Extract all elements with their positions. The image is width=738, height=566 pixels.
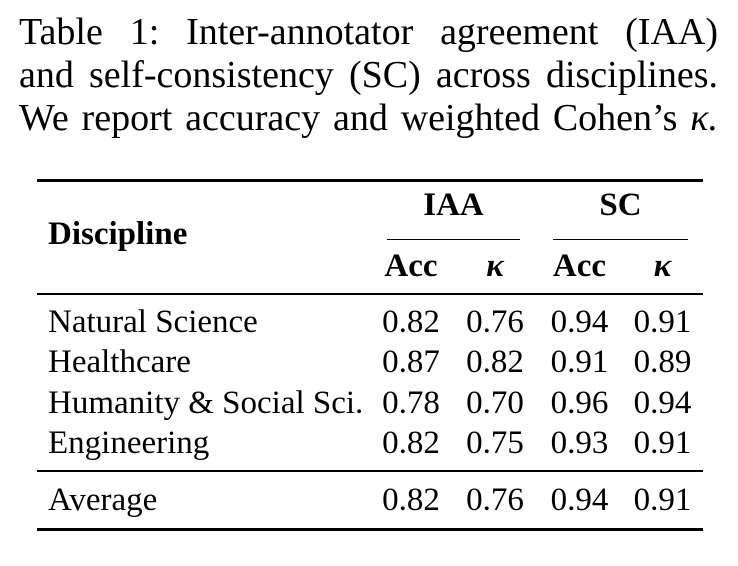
cell-discipline: Healthcare xyxy=(48,344,191,381)
group-header-sc: SC xyxy=(537,182,703,240)
iaa-sc-table: Discipline IAA SC Acc κ Acc κ Natural Sc… xyxy=(37,179,703,531)
cell-iaa-kappa: 0.82 xyxy=(466,344,524,381)
group-header-sc-label-with-rule: SC xyxy=(553,182,688,240)
column-header-discipline: Discipline xyxy=(48,216,188,252)
table-row-healthcare: Healthcare 0.87 0.82 0.91 0.89 xyxy=(37,343,703,384)
cell-discipline: Natural Science xyxy=(48,303,258,340)
group-label-iaa: IAA xyxy=(423,187,484,223)
cell-iaa-kappa: 0.76 xyxy=(466,482,524,518)
column-header-sc-kappa: κ xyxy=(653,248,672,284)
kappa-symbol: κ. xyxy=(690,97,719,139)
cell-iaa-acc: 0.82 xyxy=(382,425,440,462)
table-caption: Table 1: Inter-annotator agreement (IAA)… xyxy=(19,11,718,140)
caption-line-3: We report accuracy and weighted Cohen’s … xyxy=(19,97,718,140)
cell-discipline: Engineering xyxy=(48,425,210,462)
cell-iaa-acc: 0.78 xyxy=(382,384,440,421)
column-header-sc-acc: Acc xyxy=(552,248,607,284)
cell-iaa-kappa: 0.75 xyxy=(466,425,524,462)
cell-discipline: Average xyxy=(48,482,158,518)
group-header-iaa-label-with-rule: IAA xyxy=(387,182,520,240)
column-header-iaa-kappa: κ xyxy=(486,248,504,284)
column-header-iaa-acc: Acc xyxy=(384,248,438,284)
group-label-sc: SC xyxy=(599,187,642,223)
cell-sc-acc: 0.93 xyxy=(550,425,609,462)
group-header-iaa: IAA xyxy=(369,182,537,240)
cell-sc-kappa: 0.94 xyxy=(633,384,692,421)
cell-sc-acc: 0.94 xyxy=(550,482,609,518)
caption-line-2: and self-consistency (SC) across discipl… xyxy=(19,54,718,96)
cell-iaa-acc: 0.82 xyxy=(382,303,440,340)
cell-iaa-acc: 0.82 xyxy=(382,482,440,518)
table-footer-average: Average 0.82 0.76 0.94 0.91 xyxy=(37,472,703,531)
cell-sc-kappa: 0.89 xyxy=(633,344,692,381)
table-body: Natural Science 0.82 0.76 0.94 0.91 Heal… xyxy=(37,295,703,472)
table-row-average: Average 0.82 0.76 0.94 0.91 xyxy=(37,482,703,518)
cell-sc-acc: 0.94 xyxy=(550,303,609,340)
table-row-engineering: Engineering 0.82 0.75 0.93 0.91 xyxy=(37,424,703,465)
cell-sc-kappa: 0.91 xyxy=(633,425,692,462)
cell-discipline: Humanity & Social Sci. xyxy=(48,384,364,421)
cell-iaa-acc: 0.87 xyxy=(382,344,440,381)
cell-sc-acc: 0.96 xyxy=(550,384,609,421)
cell-sc-acc: 0.91 xyxy=(550,344,609,381)
cell-sc-kappa: 0.91 xyxy=(633,482,692,518)
caption-line-1: Table 1: Inter-annotator agreement (IAA) xyxy=(19,11,718,53)
table-row-natural-science: Natural Science 0.82 0.76 0.94 0.91 xyxy=(37,302,703,343)
cell-iaa-kappa: 0.76 xyxy=(466,303,524,340)
table-header: Discipline IAA SC Acc κ Acc κ xyxy=(37,179,703,295)
table-row-humanity-social-sci: Humanity & Social Sci. 0.78 0.70 0.96 0.… xyxy=(37,383,703,424)
cell-iaa-kappa: 0.70 xyxy=(466,384,524,421)
cell-sc-kappa: 0.91 xyxy=(633,303,692,340)
caption-line-3-text: We report accuracy and weighted Cohen’s xyxy=(19,97,678,139)
